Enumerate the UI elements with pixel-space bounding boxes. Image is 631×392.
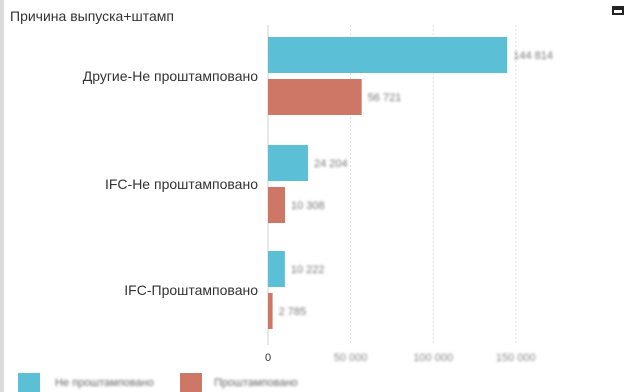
bar-1-0 <box>268 145 308 181</box>
category-label-0: Другие-Не проштамповано <box>83 68 258 84</box>
legend-swatch-0 <box>18 373 40 392</box>
value-label-1-0: 24 204 <box>314 158 348 170</box>
bar-0-1 <box>268 79 362 115</box>
value-label-2-0: 10 222 <box>291 264 325 276</box>
bar-1-1 <box>268 187 286 223</box>
bar-2-0 <box>268 251 285 287</box>
category-label-1: IFC-Не проштамповано <box>105 176 258 192</box>
legend-label-0: Не проштамповано <box>55 377 154 389</box>
x-tick-label-1: 50 000 <box>334 352 368 364</box>
category-label-2: IFC-Проштамповано <box>124 282 258 298</box>
x-tick-label-2: 100 000 <box>413 352 453 364</box>
bar-2-1 <box>268 293 273 329</box>
value-label-0-1: 56 721 <box>368 92 402 104</box>
value-label-0-0: 144 814 <box>513 50 553 62</box>
legend-swatch-1 <box>180 373 202 392</box>
value-label-1-1: 10 308 <box>291 200 325 212</box>
x-tick-label-3: 150 000 <box>496 352 536 364</box>
bar-0-0 <box>268 37 508 73</box>
panel-border <box>0 0 4 392</box>
chart-title: Причина выпуска+штамп <box>10 8 174 24</box>
value-label-2-1: 2 785 <box>279 306 307 318</box>
legend-label-1: Проштамповано <box>214 377 298 389</box>
x-tick-label-0: 0 <box>265 352 271 364</box>
maximize-icon[interactable] <box>612 6 624 15</box>
